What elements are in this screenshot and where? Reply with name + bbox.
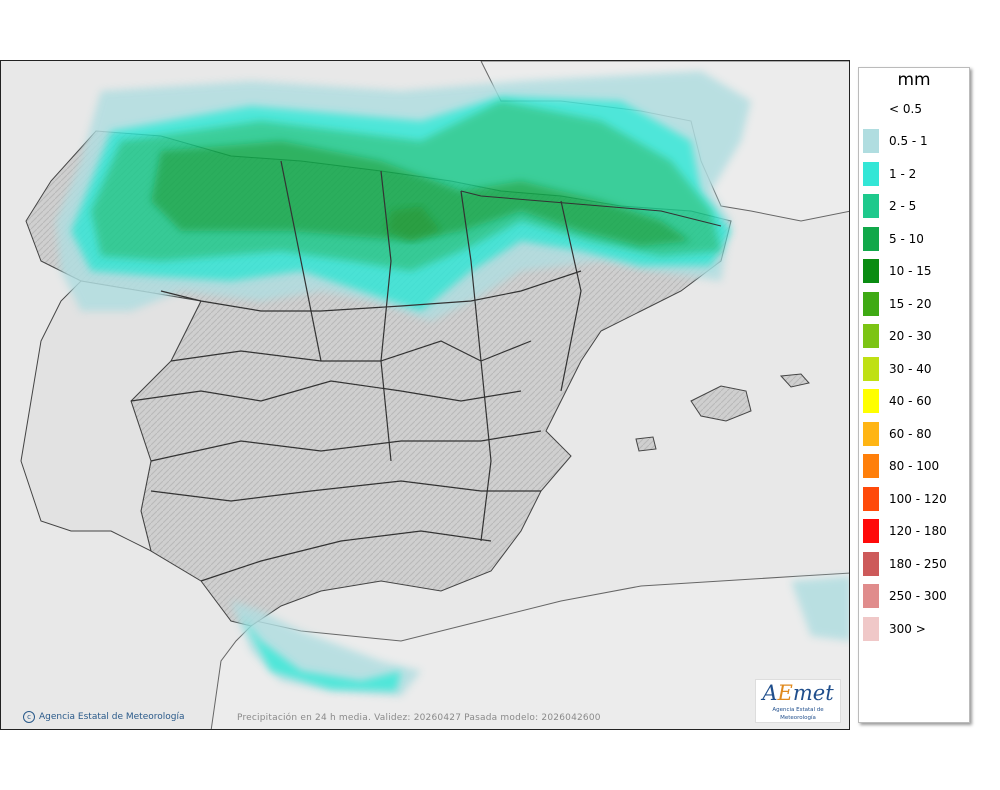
legend-label: 15 - 20	[889, 296, 932, 311]
legend-swatch	[863, 519, 879, 543]
legend-label: 10 - 15	[889, 264, 932, 278]
legend-item: 250 - 300	[863, 584, 947, 608]
legend-item: 1 - 2	[863, 161, 917, 186]
legend-swatch	[863, 421, 879, 446]
legend-item: 5 - 10	[863, 226, 924, 251]
legend-swatch	[863, 454, 879, 478]
legend-label: 30 - 40	[889, 361, 932, 376]
legend-swatch	[863, 226, 879, 251]
region-borders	[130, 160, 582, 582]
legend-first-label: < 0.5	[889, 102, 922, 116]
agency-credit-text: Agencia Estatal de Meteorología	[39, 712, 185, 722]
legend-item: 2 - 5	[863, 194, 916, 218]
mallorca	[690, 385, 752, 422]
legend-label: 180 - 250	[889, 556, 947, 571]
legend-item: 100 - 120	[863, 486, 947, 511]
precipitation-map[interactable]: c Agencia Estatal de Meteorología Precip…	[0, 60, 850, 730]
legend-swatch	[863, 259, 879, 283]
precip-5-10-north	[151, 141, 691, 246]
legend-swatch	[863, 291, 879, 316]
legend-swatch	[863, 356, 879, 381]
legend-item: 10 - 15	[863, 259, 932, 283]
legend-swatch	[863, 551, 879, 576]
precip-1-2-south	[241, 616, 401, 691]
legend-item: 180 - 250	[863, 551, 947, 576]
copyright-icon: c	[23, 711, 35, 723]
aemet-logo: AEmet Agencia Estatal de Meteorología	[755, 679, 841, 723]
border-france-spain	[460, 190, 722, 227]
precip-0.5-1-east	[791, 576, 849, 641]
legend-label: 5 - 10	[889, 231, 924, 246]
legend-swatch	[863, 194, 879, 218]
legend-swatch	[863, 324, 879, 348]
legend-label: 0.5 - 1	[889, 134, 928, 148]
legend-item: 300 >	[863, 616, 926, 641]
legend-swatch	[863, 129, 879, 153]
map-caption: Precipitación en 24 h media. Validez: 20…	[237, 713, 601, 723]
legend-item: 20 - 30	[863, 324, 932, 348]
legend-item: 40 - 60	[863, 389, 932, 413]
legend-label: 80 - 100	[889, 459, 940, 473]
precipitation-fields	[56, 71, 849, 696]
legend-label: 40 - 60	[889, 394, 932, 408]
legend-swatch	[863, 584, 879, 608]
legend-label: 250 - 300	[889, 589, 947, 603]
legend-item: 0.5 - 1	[863, 129, 928, 153]
legend-swatch	[863, 161, 879, 186]
legend-item: 60 - 80	[863, 421, 932, 446]
legend-label: 1 - 2	[889, 166, 917, 181]
legend-item: 30 - 40	[863, 356, 932, 381]
legend-swatch	[863, 486, 879, 511]
portugal-land	[20, 280, 202, 552]
agency-credit[interactable]: c Agencia Estatal de Meteorología	[23, 711, 185, 723]
legend-label: 300 >	[889, 621, 926, 636]
legend-item: 120 - 180	[863, 519, 947, 543]
legend-label: 20 - 30	[889, 329, 932, 343]
legend-swatch	[863, 389, 879, 413]
legend-title: mm	[897, 70, 931, 90]
precip-10-15-spot	[386, 206, 441, 241]
map-canvas	[1, 61, 849, 729]
legend: mm < 0.5 0.5 - 1 1 - 2 2 - 5 5 - 10 10 - 15 1…	[858, 67, 970, 723]
legend-label: 120 - 180	[889, 524, 947, 538]
legend-item: 80 - 100	[863, 454, 939, 478]
ibiza	[635, 436, 657, 452]
legend-label: 2 - 5	[889, 199, 917, 213]
legend-swatch	[863, 616, 879, 641]
legend-label: 60 - 80	[889, 426, 932, 441]
legend-item: 15 - 20	[863, 291, 932, 316]
menorca	[779, 373, 810, 388]
legend-label: 100 - 120	[889, 491, 947, 506]
